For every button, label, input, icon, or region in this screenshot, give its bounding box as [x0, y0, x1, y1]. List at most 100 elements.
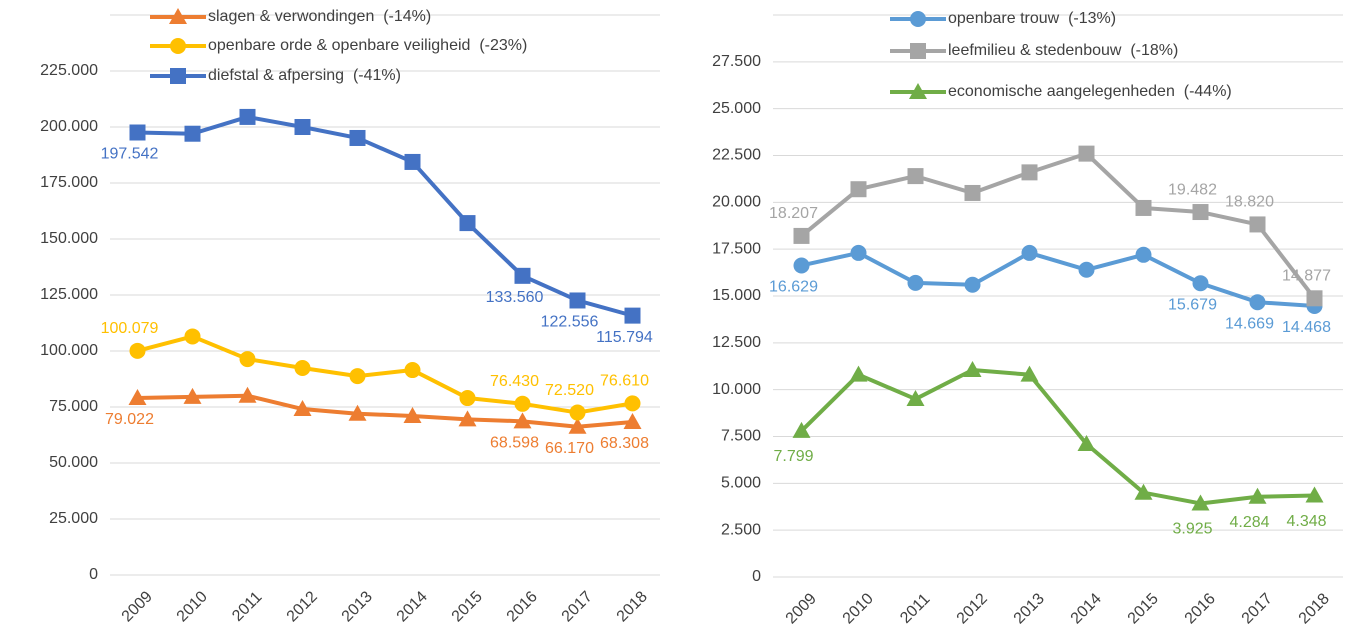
legend-label: slagen & verwondingen (-14%): [208, 8, 431, 25]
y-tick-label: 2.500: [721, 521, 761, 538]
marker: [184, 125, 201, 142]
data-label: 100.079: [101, 320, 159, 337]
marker: [1021, 164, 1038, 181]
x-tick-label: 2009: [783, 590, 820, 627]
marker: [1135, 199, 1152, 216]
marker: [909, 83, 927, 99]
series-line: [801, 250, 1315, 308]
marker: [404, 362, 421, 379]
marker: [294, 360, 311, 377]
series-line: [800, 151, 1317, 300]
series-line: [136, 334, 633, 415]
y-tick-label: 0: [752, 568, 761, 585]
marker: [964, 184, 981, 201]
y-tick-label: 75.000: [49, 398, 98, 415]
marker: [1192, 275, 1209, 292]
x-tick-label: 2009: [119, 588, 156, 625]
data-label: 76.430: [490, 373, 539, 390]
marker: [404, 153, 421, 170]
marker: [1134, 483, 1153, 500]
x-tick-label: 2014: [394, 588, 431, 625]
marker: [184, 328, 201, 345]
data-label: 14.669: [1225, 315, 1274, 332]
x-tick-label: 2016: [1182, 590, 1219, 627]
marker: [514, 395, 531, 412]
x-tick-label: 2012: [284, 588, 321, 625]
x-tick-label: 2011: [229, 589, 265, 625]
data-label: 18.207: [769, 205, 818, 222]
x-tick-label: 2010: [840, 590, 877, 627]
marker: [514, 267, 531, 284]
marker: [1249, 294, 1266, 311]
marker: [128, 388, 147, 405]
y-tick-label: 15.000: [712, 287, 761, 304]
marker: [1248, 487, 1267, 504]
y-tick-label: 100.000: [40, 342, 98, 359]
x-tick-label: 2017: [1239, 590, 1276, 627]
x-tick-label: 2018: [614, 588, 651, 625]
x-tick-label: 2017: [559, 588, 596, 625]
y-tick-label: 25.000: [49, 510, 98, 527]
marker: [850, 181, 867, 198]
marker: [792, 421, 811, 438]
marker: [1306, 290, 1323, 307]
marker: [403, 406, 422, 423]
data-label: 14.877: [1282, 268, 1331, 285]
marker: [183, 387, 202, 404]
x-tick-label: 2011: [897, 591, 933, 627]
marker: [910, 11, 926, 27]
marker: [1078, 145, 1095, 162]
legend-label: openbare orde & openbare veiligheid (-23…: [208, 37, 527, 54]
series-line: [137, 114, 634, 318]
y-tick-label: 125.000: [40, 286, 98, 303]
x-tick-label: 2014: [1068, 590, 1105, 627]
marker: [513, 412, 532, 429]
y-tick-label: 0: [89, 566, 98, 583]
x-tick-label: 2018: [1296, 590, 1333, 627]
marker: [1020, 365, 1039, 382]
data-label: 15.679: [1168, 296, 1217, 313]
marker: [850, 244, 867, 261]
data-label: 122.556: [541, 314, 599, 331]
x-tick-label: 2012: [954, 590, 991, 627]
marker: [1021, 244, 1038, 261]
y-tick-label: 5.000: [721, 475, 761, 492]
y-tick-label: 200.000: [40, 118, 98, 135]
legend-label: leefmilieu & stedenbouw (-18%): [948, 42, 1178, 59]
marker: [568, 417, 587, 434]
y-tick-label: 225.000: [40, 62, 98, 79]
marker: [129, 342, 146, 359]
y-tick-label: 150.000: [40, 230, 98, 247]
y-tick-label: 17.500: [712, 240, 761, 257]
data-label: 133.560: [486, 289, 544, 306]
marker: [1191, 494, 1210, 511]
data-label: 76.610: [600, 373, 649, 390]
x-tick-label: 2015: [449, 588, 486, 625]
y-tick-label: 175.000: [40, 174, 98, 191]
series-line: [800, 367, 1315, 506]
marker: [624, 395, 641, 412]
y-tick-label: 25.000: [712, 100, 761, 117]
marker: [1305, 486, 1324, 503]
marker: [569, 404, 586, 421]
legend-label: openbare trouw (-13%): [948, 10, 1116, 27]
marker: [238, 386, 257, 403]
data-label: 18.820: [1225, 194, 1274, 211]
y-tick-label: 10.000: [712, 381, 761, 398]
marker: [170, 38, 186, 54]
marker: [293, 400, 312, 417]
marker: [1135, 246, 1152, 263]
data-label: 7.799: [773, 448, 813, 465]
data-label: 4.348: [1286, 513, 1326, 530]
marker: [1249, 216, 1266, 233]
data-label: 197.542: [101, 146, 159, 163]
x-tick-label: 2013: [1011, 590, 1048, 627]
marker: [239, 351, 256, 368]
x-tick-label: 2015: [1125, 590, 1162, 627]
marker: [793, 257, 810, 274]
marker: [348, 404, 367, 421]
marker: [907, 168, 924, 185]
marker: [569, 292, 586, 309]
marker: [170, 68, 186, 84]
